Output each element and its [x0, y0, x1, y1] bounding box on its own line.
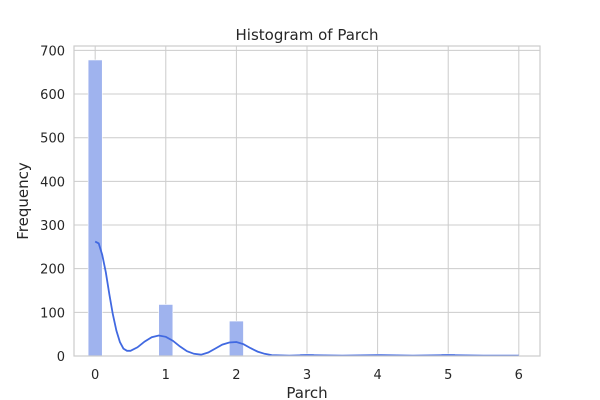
y-tick-label: 100 — [40, 306, 65, 321]
y-tick-label: 600 — [40, 88, 65, 103]
y-tick-label: 500 — [40, 132, 65, 147]
x-tick-label: 3 — [303, 368, 311, 383]
histogram-bar — [158, 304, 174, 357]
y-tick-label: 200 — [40, 263, 65, 278]
kde-curve — [94, 240, 519, 357]
y-tick-label: 700 — [40, 44, 65, 59]
x-tick-label: 2 — [232, 368, 240, 383]
x-tick-labels: 0 1 2 3 4 5 6 — [91, 368, 523, 383]
histogram-bars — [87, 59, 527, 357]
grid-lines — [74, 46, 540, 357]
y-tick-labels: 0 100 200 300 400 500 600 700 — [40, 44, 65, 365]
y-tick-label: 0 — [57, 350, 65, 365]
x-tick-label: 6 — [515, 368, 523, 383]
x-axis-label: Parch — [286, 384, 327, 400]
y-axis-label: Frequency — [14, 162, 32, 240]
x-tick-label: 0 — [91, 368, 99, 383]
plot-frame — [73, 45, 541, 357]
x-tick-label: 1 — [162, 368, 170, 383]
y-tick-label: 300 — [40, 219, 65, 234]
y-tick-label: 400 — [40, 175, 65, 190]
histogram-bar — [229, 320, 244, 357]
histogram-bar — [87, 59, 103, 357]
x-tick-label: 4 — [373, 368, 381, 383]
chart-title: Histogram of Parch — [236, 26, 379, 44]
x-tick-label: 5 — [444, 368, 452, 383]
